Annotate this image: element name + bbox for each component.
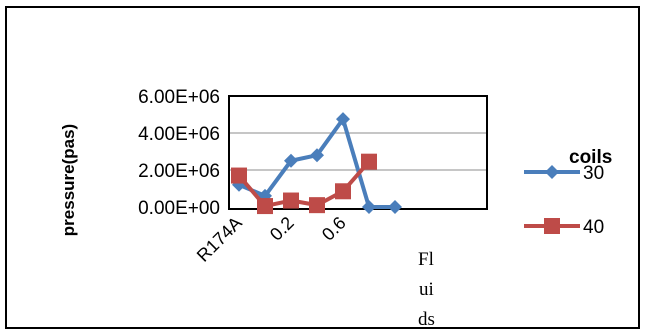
legend-marker xyxy=(544,218,560,234)
data-point-marker xyxy=(231,167,247,184)
series-lines xyxy=(231,112,402,215)
x-axis-title-line-1: Fl xyxy=(418,249,434,270)
legend-label: 30 xyxy=(583,163,604,184)
data-point-marker xyxy=(388,200,402,214)
plot-area-border xyxy=(228,95,488,210)
data-point-marker xyxy=(361,153,377,170)
legend-marker xyxy=(545,165,559,179)
chart-frame xyxy=(5,6,640,329)
y-axis-title: pressure(pas) xyxy=(59,124,78,236)
y-tick-label: 6.00E+06 xyxy=(138,87,220,108)
data-point-marker xyxy=(336,112,350,127)
x-axis-title: Fl ui ds xyxy=(418,249,435,330)
legend: coils 30 40 xyxy=(524,147,612,238)
legend-label: 40 xyxy=(583,217,604,238)
data-point-marker xyxy=(284,153,298,168)
legend-title: coils xyxy=(569,147,612,168)
legend-entry-40: 40 xyxy=(524,217,604,238)
data-point-marker xyxy=(257,198,273,215)
data-point-marker xyxy=(310,148,324,163)
y-tick-labels: 0.00E+00 2.00E+06 4.00E+06 6.00E+06 xyxy=(138,87,220,219)
y-tick-label: 0.00E+00 xyxy=(138,198,220,219)
data-point-marker xyxy=(335,183,351,200)
x-axis-title-line-2: ui xyxy=(419,279,434,300)
data-point-marker xyxy=(309,197,325,214)
legend-entry-30: 30 xyxy=(524,163,604,184)
y-tick-label: 2.00E+06 xyxy=(138,161,220,182)
data-point-marker xyxy=(283,192,299,209)
data-point-marker xyxy=(362,200,376,214)
y-tick-label: 4.00E+06 xyxy=(138,124,220,145)
x-axis-title-line-3: ds xyxy=(418,309,435,330)
series-40 xyxy=(231,153,377,215)
